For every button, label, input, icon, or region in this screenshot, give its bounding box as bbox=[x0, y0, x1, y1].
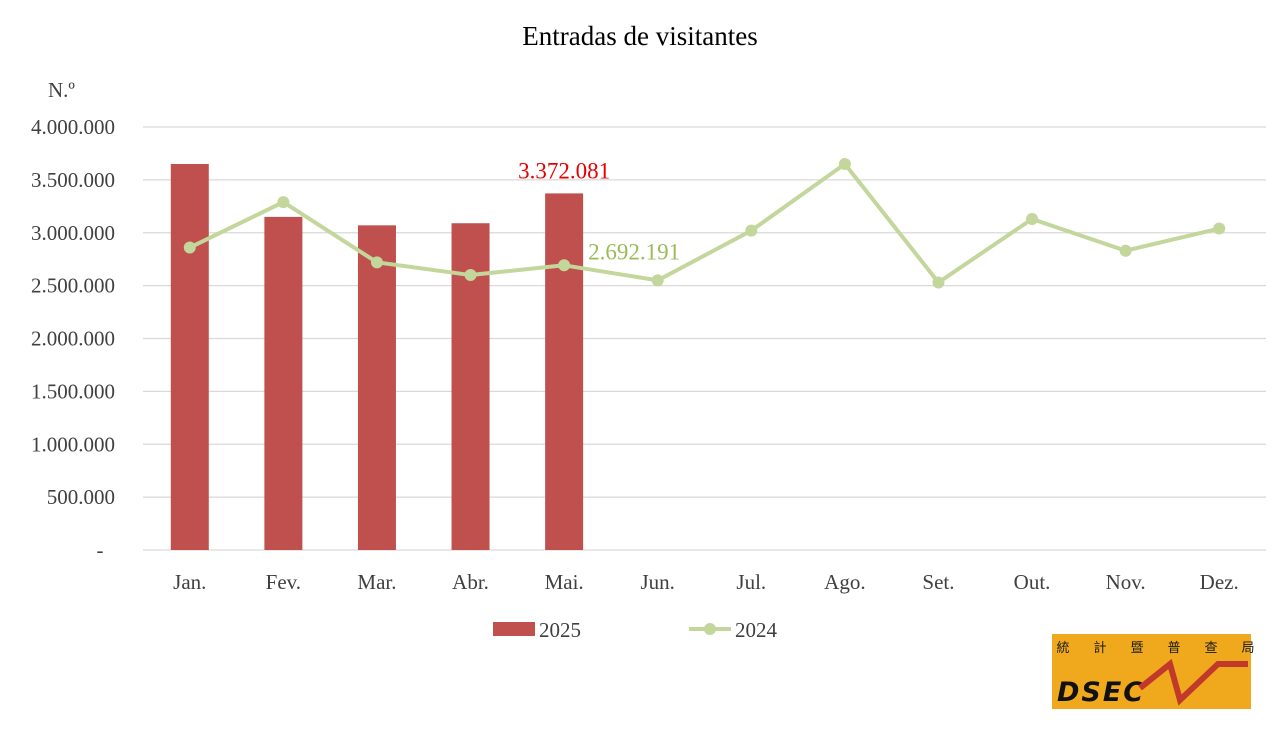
dsec-logo-zigzag-mark bbox=[1138, 658, 1248, 706]
line-2024-point-Jul. bbox=[745, 224, 758, 237]
dsec-logo-cjk-char: 暨 bbox=[1130, 641, 1143, 656]
x-tick-label: Jan. bbox=[173, 570, 206, 594]
x-tick-label: Ago. bbox=[824, 570, 865, 594]
line-2024-point-Mai. bbox=[558, 259, 571, 272]
x-tick-label: Dez. bbox=[1200, 570, 1239, 594]
x-tick-label: Mai. bbox=[545, 570, 584, 594]
data-labels: 3.372.081 2.692.191 bbox=[518, 158, 680, 264]
y-tick-label: 4.000.000 bbox=[31, 115, 115, 139]
x-tick-label: Mar. bbox=[357, 570, 396, 594]
dsec-logo-cjk-char: 統 bbox=[1056, 641, 1069, 656]
line-2024-point-Jan. bbox=[183, 241, 196, 254]
x-tick-label: Set. bbox=[922, 570, 954, 594]
dsec-logo-cjk-char: 局 bbox=[1241, 641, 1254, 656]
y-tick-label: 2.500.000 bbox=[31, 274, 115, 298]
legend: 2025 2024 bbox=[493, 618, 778, 642]
dsec-logo-cjk-char: 普 bbox=[1167, 641, 1180, 656]
dsec-logo-cjk-text: 統計暨普查局 bbox=[1056, 640, 1254, 656]
x-tick-label: Out. bbox=[1014, 570, 1051, 594]
dsec-logo-cjk-char: 計 bbox=[1093, 640, 1106, 656]
legend-swatch-2025 bbox=[493, 622, 535, 636]
line-2024-point-Nov. bbox=[1119, 244, 1132, 257]
grid-lines bbox=[143, 126, 1266, 551]
legend-label-2024: 2024 bbox=[735, 618, 778, 642]
data-label-2024-mai: 2.692.191 bbox=[588, 239, 680, 264]
dsec-logo: 統 計 暨 普 查 局 DSEC bbox=[1052, 634, 1255, 709]
line-2024-point-Abr. bbox=[464, 269, 477, 282]
legend-label-2025: 2025 bbox=[539, 618, 581, 642]
line-series-2024 bbox=[183, 158, 1226, 289]
bar-2025-Fev. bbox=[264, 216, 303, 550]
legend-swatch-2024-marker bbox=[704, 623, 716, 635]
x-tick-label: Nov. bbox=[1106, 570, 1146, 594]
dsec-logo-text: DSEC bbox=[1057, 677, 1145, 708]
line-2024-path bbox=[188, 162, 1220, 285]
y-tick-label: 3.500.000 bbox=[31, 168, 115, 192]
dsec-logo-background bbox=[1052, 634, 1251, 709]
x-tick-label: Jul. bbox=[736, 570, 766, 594]
y-axis-ticks: - 500.000 1.000.000 1.500.000 2.000.000 2.500… bbox=[31, 115, 115, 562]
line-2024-point-Set. bbox=[932, 276, 945, 289]
line-2024-point-Mar. bbox=[370, 256, 383, 269]
bar-2025-Mai. bbox=[545, 193, 584, 550]
y-tick-label: 500.000 bbox=[47, 485, 115, 509]
data-label-2025-mai: 3.372.081 bbox=[518, 158, 610, 183]
y-tick-label: 3.000.000 bbox=[31, 221, 115, 245]
y-axis-unit-label: N.º bbox=[48, 78, 75, 102]
line-2024-point-Dez. bbox=[1213, 222, 1226, 235]
y-tick-label: 1.000.000 bbox=[31, 432, 115, 456]
line-2024-point-Ago. bbox=[838, 158, 851, 171]
dsec-logo-cjk-char: 查 bbox=[1204, 641, 1217, 656]
y-tick-label: 1.500.000 bbox=[31, 379, 115, 403]
y-tick-label: 2.000.000 bbox=[31, 327, 115, 351]
x-tick-label: Abr. bbox=[452, 570, 489, 594]
x-tick-label: Fev. bbox=[266, 570, 301, 594]
y-tick-label: - bbox=[97, 538, 104, 562]
bar-2025-Jan. bbox=[170, 164, 209, 550]
line-2024-point-Out. bbox=[1026, 213, 1039, 226]
line-2024-point-Jun. bbox=[651, 274, 664, 287]
bar-series-2025 bbox=[170, 164, 584, 551]
x-axis-ticks: Jan. Fev. Mar. Abr. Mai. Jun. Jul. Ago. Set. Out.… bbox=[173, 570, 1239, 594]
chart-title: Entradas de visitantes bbox=[522, 21, 757, 51]
line-2024-point-Fev. bbox=[277, 196, 290, 209]
x-tick-label: Jun. bbox=[640, 570, 674, 594]
bar-2025-Mar. bbox=[357, 225, 396, 550]
